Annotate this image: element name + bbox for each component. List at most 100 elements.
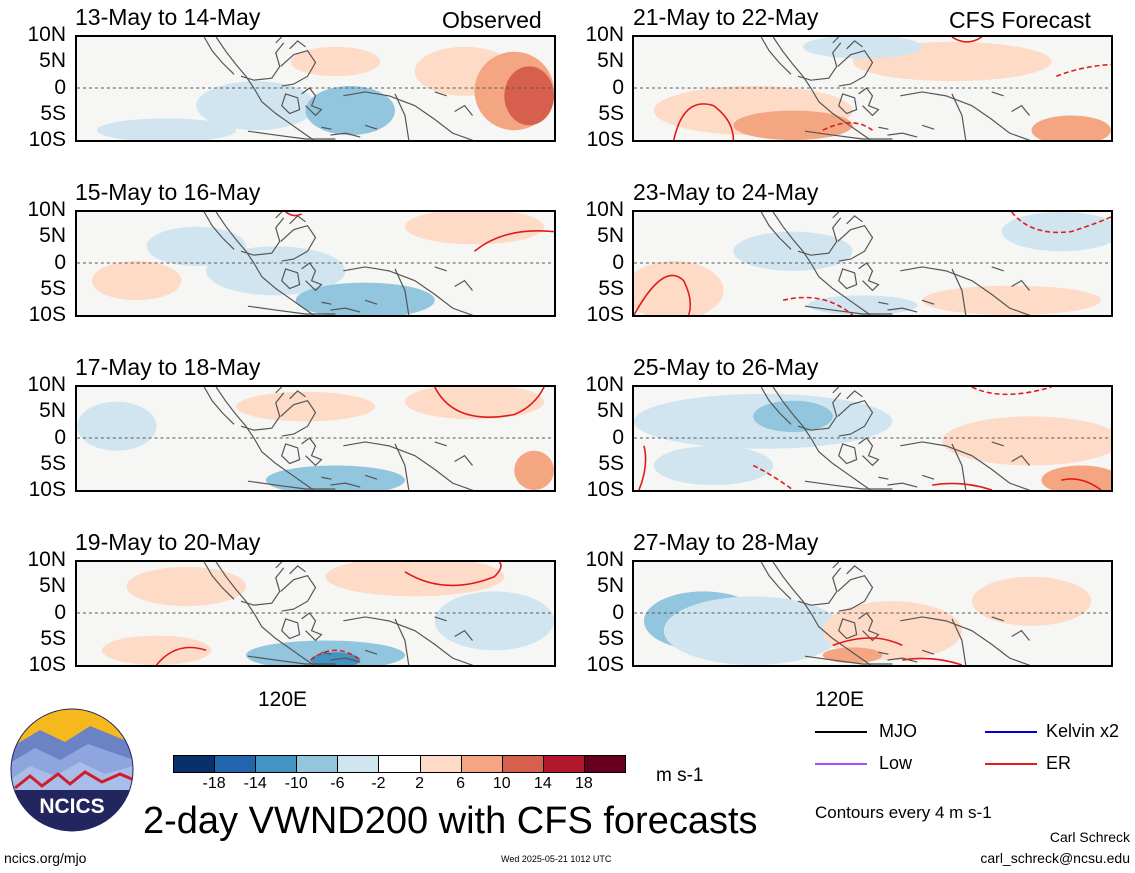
coastline-0 xyxy=(215,562,314,665)
coastline-5 xyxy=(858,87,880,117)
lat-tick-right-r2-4: 10S xyxy=(586,303,624,326)
anomaly-shading-4-0 xyxy=(126,566,246,607)
logo-text: NCICS xyxy=(39,795,104,818)
anomaly-shading-3-0 xyxy=(77,401,157,451)
anomaly-shading-7-2 xyxy=(942,416,1111,466)
colorbar-label-9: 18 xyxy=(575,775,593,792)
lat-tick-left-r2-2: 0 xyxy=(54,251,66,274)
map-panel-2 xyxy=(75,210,556,317)
lat-tick-right-r3-0: 10N xyxy=(585,373,624,396)
lat-tick-left-r4-4: 10S xyxy=(28,653,66,676)
coastline-14 xyxy=(921,124,935,130)
coastline-1 xyxy=(760,562,792,600)
panel-date-1: 13-May to 14-May xyxy=(75,4,261,30)
colorbar-swatch-7 xyxy=(460,755,503,773)
anomaly-shading-3-4 xyxy=(514,450,554,490)
colorbar-label-1: -14 xyxy=(243,775,267,792)
panel-date-3: 17-May to 18-May xyxy=(75,354,261,380)
lat-tick-right-r3-3: 5S xyxy=(598,452,624,475)
coastline-0 xyxy=(215,387,314,490)
anomaly-shading-7-3 xyxy=(1041,465,1111,490)
colorbar-label-3: -6 xyxy=(330,775,345,792)
lat-tick-left-r4-1: 5N xyxy=(39,574,66,597)
coastline-10 xyxy=(846,40,863,50)
coastline-9 xyxy=(951,93,967,140)
anomaly-shading-4-1 xyxy=(325,562,505,597)
coastline-12 xyxy=(991,616,1004,622)
lat-tick-left-r2-1: 5N xyxy=(39,224,66,247)
legend-label-low: Low xyxy=(879,753,913,773)
anomaly-shading-2-2 xyxy=(404,212,545,245)
anomaly-shading-4-5 xyxy=(434,591,554,651)
coastline-11 xyxy=(832,37,840,44)
coastline-14 xyxy=(921,649,935,655)
lat-tick-left-r4-3: 5S xyxy=(40,627,66,650)
coastline-12 xyxy=(991,91,1004,97)
lat-tick-right-r1-3: 5S xyxy=(598,102,624,125)
coastline-2 xyxy=(240,567,285,606)
contour-note: Contours every 4 m s-1 xyxy=(815,803,992,822)
lat-tick-right-r4-1: 5N xyxy=(597,574,624,597)
er-contour-7-0 xyxy=(638,445,647,490)
coastline-10 xyxy=(289,215,306,225)
map-panel-5 xyxy=(632,35,1113,142)
footer-timestamp: Wed 2025-05-21 1012 UTC xyxy=(501,854,612,864)
coastline-13 xyxy=(454,629,473,641)
legend-label-kelvin: Kelvin x2 xyxy=(1046,721,1120,741)
coastline-8 xyxy=(900,441,1031,490)
legend-label-mjo: MJO xyxy=(879,721,917,741)
coastline-3 xyxy=(280,575,317,612)
coastline-11 xyxy=(275,212,283,219)
footer-url[interactable]: ncics.org/mjo xyxy=(4,850,87,866)
coastline-11 xyxy=(832,387,840,394)
coastline-14 xyxy=(364,124,378,130)
coastline-5 xyxy=(301,262,323,292)
legend-swatch-low xyxy=(815,763,867,765)
coastline-2 xyxy=(797,567,842,606)
colorbar-swatch-4 xyxy=(337,755,380,773)
coastline-2 xyxy=(240,392,285,431)
lat-tick-left-r1-4: 10S xyxy=(28,128,66,151)
lat-tick-left-r4-0: 10N xyxy=(27,548,66,571)
anomaly-shading-8-1 xyxy=(663,596,843,665)
lat-tick-left-r2-3: 5S xyxy=(40,277,66,300)
coastline-15 xyxy=(878,301,889,305)
coastline-1 xyxy=(203,37,235,75)
er-contour-3-0 xyxy=(434,387,545,418)
coastline-6 xyxy=(804,480,893,490)
coastline-0 xyxy=(772,562,871,665)
anomaly-shading-2-0 xyxy=(206,246,346,296)
coastline-9 xyxy=(951,443,967,490)
anomaly-shading-8-4 xyxy=(971,576,1092,626)
legend-swatch-mjo xyxy=(815,731,867,733)
lat-tick-right-r2-3: 5S xyxy=(598,277,624,300)
coastline-13 xyxy=(1011,279,1030,291)
lat-tick-right-r1-4: 10S xyxy=(586,128,624,151)
coastline-4 xyxy=(838,618,858,640)
anomaly-shading-1-0 xyxy=(96,118,236,140)
colorbar-label-5: 2 xyxy=(415,775,424,792)
lat-tick-left-r2-4: 10S xyxy=(28,303,66,326)
coastline-12 xyxy=(991,441,1004,447)
er-contour-6-2 xyxy=(1011,212,1111,234)
anomaly-shading-3-3 xyxy=(404,387,545,420)
er-contour-8-1 xyxy=(902,657,963,665)
coastline-10 xyxy=(289,565,306,575)
coastline-5 xyxy=(301,612,323,642)
coastline-3 xyxy=(837,400,874,437)
lat-tick-right-r4-0: 10N xyxy=(585,548,624,571)
coastline-15 xyxy=(321,476,332,480)
coastline-2 xyxy=(240,42,285,81)
coastline-6 xyxy=(804,655,893,665)
coastline-7 xyxy=(330,482,361,488)
er-contour-2-1 xyxy=(285,212,302,217)
coastline-9 xyxy=(951,618,967,665)
coastline-5 xyxy=(858,437,880,467)
coastline-4 xyxy=(281,618,301,640)
coastline-14 xyxy=(921,299,935,305)
coastline-7 xyxy=(330,657,361,663)
coastline-9 xyxy=(394,268,410,315)
footer-email[interactable]: carl_schreck@ncsu.edu xyxy=(980,850,1130,866)
coastline-15 xyxy=(321,126,332,130)
coastline-12 xyxy=(434,441,447,447)
